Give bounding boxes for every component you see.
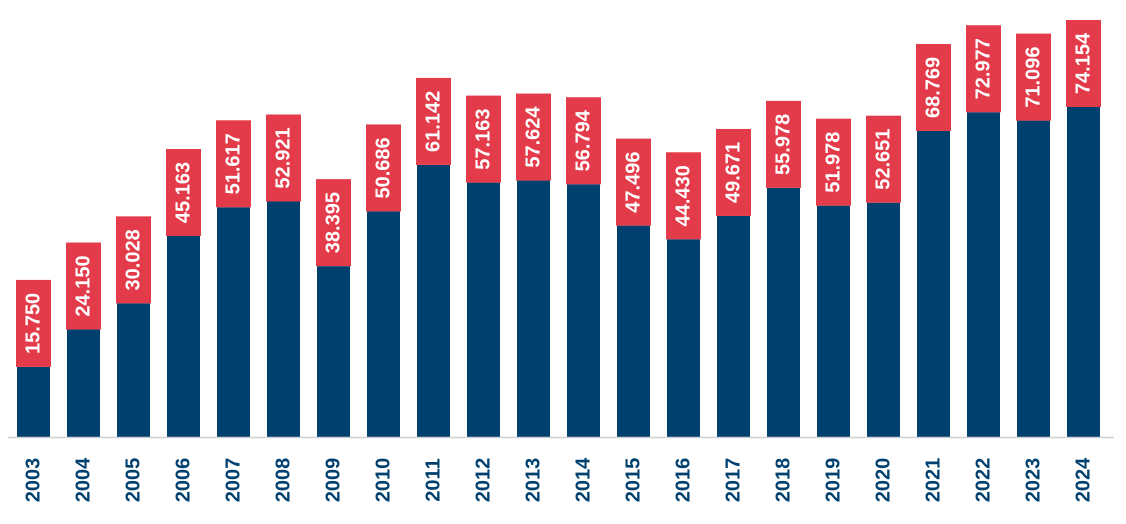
x-tick-label-2018: 2018	[773, 458, 795, 503]
value-label-2008: 52.921	[273, 127, 295, 188]
value-label-box-2015	[616, 138, 651, 226]
value-label-2011: 61.142	[423, 91, 445, 152]
bar-2020	[867, 202, 900, 437]
x-tick-label-2019: 2019	[823, 458, 845, 503]
bar-2019	[817, 205, 850, 437]
value-label-2007: 51.617	[223, 133, 245, 194]
x-tick-label-2006: 2006	[173, 458, 195, 503]
x-tick-label-2003: 2003	[23, 458, 45, 503]
bar-2004	[67, 329, 100, 437]
value-label-2013: 57.624	[523, 106, 545, 168]
value-label-2017: 49.671	[723, 142, 745, 203]
value-label-2003: 15.750	[23, 293, 45, 354]
bar-2017	[717, 215, 750, 437]
value-label-box-2007	[216, 120, 251, 208]
value-label-2022: 72.977	[973, 38, 995, 99]
bar-2021	[917, 130, 950, 437]
value-labels-group: 15.750 24.150 30.028 45.163 51.617 52.921 38.3…	[16, 20, 1101, 367]
value-label-box-2006	[166, 149, 201, 237]
x-tick-label-2012: 2012	[473, 458, 495, 503]
x-tick-label-2023: 2023	[1023, 458, 1045, 503]
value-label-2019: 51.978	[823, 132, 845, 193]
value-label-2016: 44.430	[673, 165, 695, 226]
value-label-2006: 45.163	[173, 162, 195, 223]
bar-2013	[517, 180, 550, 438]
value-label-2009: 38.395	[323, 192, 345, 253]
value-label-box-2010	[366, 124, 401, 212]
bar-2003	[17, 366, 50, 437]
bar-2023	[1017, 120, 1050, 437]
value-label-box-2013	[516, 93, 551, 181]
value-label-2018: 55.978	[773, 114, 795, 175]
value-label-2014: 56.794	[573, 109, 595, 171]
value-label-box-2016	[666, 152, 701, 240]
x-tick-label-2011: 2011	[423, 458, 445, 501]
bar-2008	[267, 201, 300, 437]
value-label-box-2012	[466, 95, 501, 183]
bars-group	[17, 107, 1100, 438]
value-label-box-2017	[716, 128, 751, 216]
bar-2006	[167, 236, 200, 437]
value-label-box-2003	[16, 279, 51, 367]
bar-2010	[367, 211, 400, 437]
bar-2024	[1067, 107, 1100, 437]
bar-2014	[567, 184, 600, 437]
bar-2012	[467, 182, 500, 437]
bar-2018	[767, 187, 800, 437]
bar-2009	[317, 266, 350, 437]
x-tick-label-2015: 2015	[623, 458, 645, 503]
value-label-box-2011	[416, 77, 451, 165]
x-tick-label-2014: 2014	[573, 457, 595, 502]
value-label-2004: 24.150	[73, 255, 95, 316]
value-label-2024: 74.154	[1073, 32, 1095, 94]
value-label-box-2008	[266, 114, 301, 202]
value-label-2021: 68.769	[923, 57, 945, 118]
value-label-box-2014	[566, 97, 601, 185]
bar-2015	[617, 225, 650, 437]
x-tick-label-2004: 2004	[73, 457, 95, 502]
value-label-box-2019	[816, 118, 851, 206]
x-tick-label-2008: 2008	[273, 458, 295, 503]
value-label-box-2005	[116, 216, 151, 304]
value-label-2015: 47.496	[623, 152, 645, 213]
x-axis-tick-labels: 2003 2004 2005 2006 2007 2008 2009 2010 2011 2012…	[23, 457, 1095, 502]
x-tick-label-2021: 2021	[923, 458, 945, 503]
value-label-box-2004	[66, 242, 101, 330]
bar-2007	[217, 207, 250, 437]
value-label-2020: 52.651	[873, 129, 895, 190]
x-tick-label-2010: 2010	[373, 458, 395, 503]
x-tick-label-2024: 2024	[1073, 457, 1095, 502]
value-label-2012: 57.163	[473, 109, 495, 170]
value-label-2023: 71.096	[1023, 47, 1045, 108]
bar-2005	[117, 303, 150, 437]
value-label-box-2022	[966, 25, 1001, 113]
value-label-box-2018	[766, 100, 801, 188]
value-label-box-2020	[866, 115, 901, 203]
bar-2016	[667, 239, 700, 437]
bar-2022	[967, 112, 1000, 437]
value-label-box-2021	[916, 43, 951, 131]
x-tick-label-2013: 2013	[523, 458, 545, 503]
value-label-2010: 50.686	[373, 137, 395, 198]
value-label-2005: 30.028	[123, 229, 145, 290]
x-tick-label-2007: 2007	[223, 458, 245, 503]
x-tick-label-2017: 2017	[723, 458, 745, 503]
bar-2011	[417, 164, 450, 437]
x-tick-label-2020: 2020	[873, 458, 895, 503]
value-label-box-2023	[1016, 33, 1051, 121]
x-tick-label-2016: 2016	[673, 458, 695, 503]
value-label-box-2024	[1066, 20, 1101, 107]
x-tick-label-2005: 2005	[123, 458, 145, 503]
x-tick-label-2009: 2009	[323, 458, 345, 503]
value-label-box-2009	[316, 179, 351, 267]
x-tick-label-2022: 2022	[973, 458, 995, 503]
